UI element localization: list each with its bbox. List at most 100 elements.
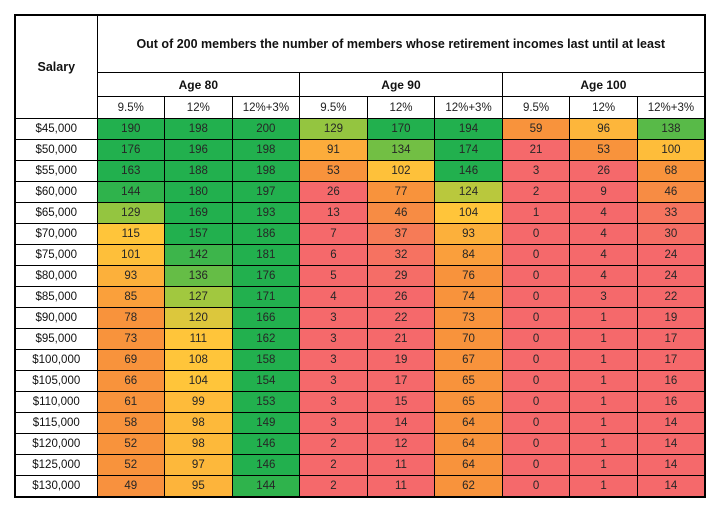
data-cell: 14 [636,433,706,455]
retirement-income-table: Salary Out of 200 members the number of … [14,14,706,498]
salary-cell: $95,000 [14,328,98,350]
data-cell: 129 [299,118,368,140]
data-cell: 26 [366,286,436,308]
data-cell: 73 [434,307,503,329]
data-cell: 64 [434,412,503,434]
data-cell: 85 [96,286,166,308]
data-cell: 24 [636,265,706,287]
data-cell: 149 [231,412,301,434]
data-cell: 91 [299,139,368,161]
data-cell: 104 [434,202,503,224]
salary-cell: $110,000 [14,391,98,413]
data-cell: 14 [636,454,706,476]
salary-cell: $70,000 [14,223,98,245]
salary-column-header: Salary [14,14,98,119]
data-cell: 146 [434,160,503,182]
data-cell: 19 [366,349,436,371]
data-cell: 3 [501,160,571,182]
data-cell: 61 [96,391,166,413]
table-row: $90,000 78 120 166 3 22 73 0 1 19 [14,307,706,329]
data-cell: 69 [96,349,166,371]
data-cell: 14 [636,412,706,434]
data-cell: 0 [501,391,571,413]
data-cell: 181 [231,244,301,266]
data-cell: 180 [164,181,233,203]
data-cell: 1 [569,328,638,350]
data-cell: 176 [231,265,301,287]
data-cell: 7 [299,223,368,245]
table-row: $110,000 61 99 153 3 15 65 0 1 16 [14,391,706,413]
data-cell: 26 [569,160,638,182]
data-cell: 93 [96,265,166,287]
data-cell: 163 [96,160,166,182]
rate-header-age100-9-5: 9.5% [501,96,571,119]
data-cell: 196 [164,139,233,161]
table-title: Out of 200 members the number of members… [96,14,706,73]
data-cell: 136 [164,265,233,287]
table-row: $60,000 144 180 197 26 77 124 2 9 46 [14,181,706,203]
data-cell: 0 [501,454,571,476]
data-cell: 124 [434,181,503,203]
data-cell: 1 [569,433,638,455]
data-cell: 2 [299,433,368,455]
table-row: $55,000 163 188 198 53 102 146 3 26 68 [14,160,706,182]
data-cell: 2 [299,475,368,498]
data-cell: 3 [299,370,368,392]
salary-cell: $75,000 [14,244,98,266]
data-cell: 188 [164,160,233,182]
rate-header-age90-12-3: 12%+3% [434,96,503,119]
data-cell: 193 [231,202,301,224]
salary-cell: $105,000 [14,370,98,392]
salary-cell: $120,000 [14,433,98,455]
data-cell: 4 [569,223,638,245]
data-cell: 162 [231,328,301,350]
table-row: $80,000 93 136 176 5 29 76 0 4 24 [14,265,706,287]
rate-header-age80-12: 12% [164,96,233,119]
data-cell: 129 [96,202,166,224]
data-cell: 4 [569,265,638,287]
data-cell: 32 [366,244,436,266]
data-cell: 134 [366,139,436,161]
data-cell: 52 [96,454,166,476]
data-cell: 11 [366,475,436,498]
data-cell: 186 [231,223,301,245]
rate-header-age100-12-3: 12%+3% [636,96,706,119]
rate-header-age80-9-5: 9.5% [96,96,166,119]
data-cell: 52 [96,433,166,455]
data-cell: 26 [299,181,368,203]
data-cell: 138 [636,118,706,140]
data-cell: 0 [501,307,571,329]
data-cell: 17 [366,370,436,392]
salary-cell: $60,000 [14,181,98,203]
data-cell: 1 [569,370,638,392]
data-cell: 30 [636,223,706,245]
data-cell: 46 [366,202,436,224]
data-cell: 4 [569,244,638,266]
data-cell: 21 [501,139,571,161]
data-cell: 24 [636,244,706,266]
data-cell: 66 [96,370,166,392]
age-90-header: Age 90 [299,72,503,97]
age-80-header: Age 80 [96,72,301,97]
data-cell: 97 [164,454,233,476]
salary-cell: $80,000 [14,265,98,287]
data-cell: 84 [434,244,503,266]
data-cell: 16 [636,391,706,413]
data-cell: 99 [164,391,233,413]
salary-cell: $100,000 [14,349,98,371]
table-row: $85,000 85 127 171 4 26 74 0 3 22 [14,286,706,308]
data-cell: 65 [434,370,503,392]
table-row: $45,000 190 198 200 129 170 194 59 96 138 [14,118,706,140]
data-cell: 14 [636,475,706,498]
salary-cell: $65,000 [14,202,98,224]
data-cell: 198 [231,139,301,161]
data-cell: 158 [231,349,301,371]
data-cell: 2 [299,454,368,476]
data-cell: 74 [434,286,503,308]
table-row: $50,000 176 196 198 91 134 174 21 53 100 [14,139,706,161]
data-cell: 37 [366,223,436,245]
data-cell: 102 [366,160,436,182]
data-cell: 0 [501,244,571,266]
age-100-header: Age 100 [501,72,706,97]
salary-cell: $90,000 [14,307,98,329]
